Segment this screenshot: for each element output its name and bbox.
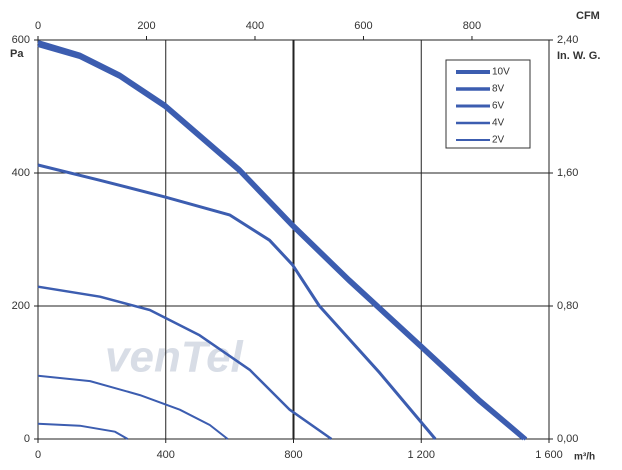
y2-tick-label: 0,80 [557,300,578,312]
x2-tick-label: 0 [35,20,41,32]
y-tick-label: 600 [12,34,30,46]
curve [37,374,229,440]
legend-label: 10V [492,67,510,78]
x-axis-label: m³/h [574,452,595,463]
legend-box [445,59,531,149]
legend-label: 6V [492,101,505,112]
x-tick-label: 800 [284,449,302,461]
curve [37,422,129,440]
x-tick-label: 1 600 [535,449,563,461]
y2-axis-label: In. W. G. [557,50,600,62]
x2-axis-label: CFM [576,10,600,22]
x2-tick-label: 400 [246,20,264,32]
y2-tick-label: 0,00 [557,433,578,445]
y-tick-label: 200 [12,300,30,312]
x2-tick-label: 800 [463,20,481,32]
x2-tick-label: 600 [354,20,372,32]
y-tick-label: 0 [24,433,30,445]
x-tick-label: 1 200 [407,449,435,461]
curve [37,163,437,440]
legend-label: 2V [492,135,505,146]
curve [37,40,528,441]
x-tick-label: 0 [35,449,41,461]
watermark: venTel [105,333,244,382]
legend-label: 8V [492,84,505,95]
y2-tick-label: 2,40 [557,34,578,46]
legend-label: 4V [492,118,505,129]
x2-tick-label: 200 [137,20,155,32]
y2-tick-label: 1,60 [557,167,578,179]
curve [37,285,333,441]
y-tick-label: 400 [12,167,30,179]
curve [37,43,525,441]
y-axis-label: Pa [10,48,24,60]
x-tick-label: 400 [157,449,175,461]
